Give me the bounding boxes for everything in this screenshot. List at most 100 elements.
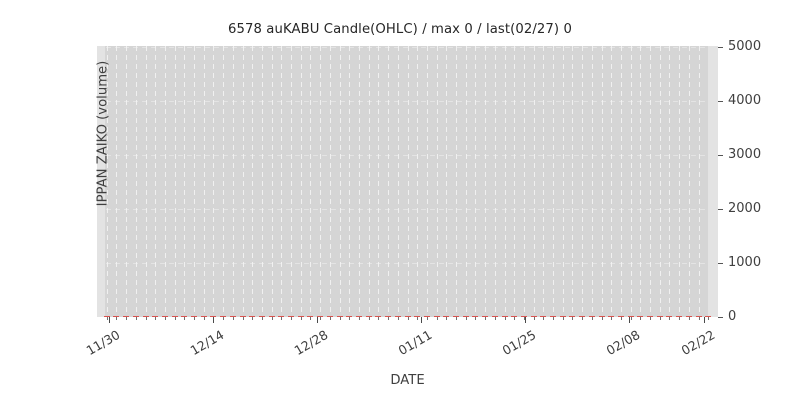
ohlc-mark: [123, 316, 129, 317]
x-axis-tick-minor: [611, 317, 612, 320]
ohlc-mark: [540, 316, 546, 317]
gridline-vertical: [572, 46, 573, 317]
gridline-vertical: [427, 46, 428, 317]
ohlc-mark: [201, 316, 207, 317]
gridline-vertical: [116, 46, 117, 317]
ohlc-mark: [395, 316, 401, 317]
gridline-vertical: [650, 46, 651, 317]
ohlc-mark: [104, 316, 110, 317]
ohlc-mark: [676, 316, 682, 317]
ohlc-mark: [647, 316, 653, 317]
x-axis-tick-minor: [456, 317, 457, 320]
x-axis-tick-minor: [340, 317, 341, 320]
ohlc-mark: [162, 316, 168, 317]
y-axis-tick-mark: [718, 100, 723, 102]
ohlc-mark: [589, 316, 595, 317]
ohlc-mark: [492, 316, 498, 317]
ohlc-mark: [288, 316, 294, 317]
ohlc-mark: [569, 316, 575, 317]
x-axis-tick-minor: [262, 317, 263, 320]
gridline-vertical: [378, 46, 379, 317]
x-axis-tick-minor: [369, 317, 370, 320]
gridline-vertical: [146, 46, 147, 317]
ohlc-mark: [696, 316, 702, 317]
x-axis-tick-minor: [679, 317, 680, 320]
ohlc-mark: [133, 316, 139, 317]
gridline-vertical: [291, 46, 292, 317]
ohlc-mark: [210, 316, 216, 317]
x-axis: DATE 11/30 12/14 12/28 01/11 01/25 02/08 02/22: [84, 317, 718, 397]
gridline-vertical: [359, 46, 360, 317]
x-axis-tick-major: [629, 317, 630, 323]
y-axis-tick-mark: [718, 208, 723, 210]
ohlc-mark: [472, 316, 478, 317]
x-axis-tick-minor: [388, 317, 389, 320]
x-axis-tick-minor: [107, 317, 108, 320]
gridline-vertical: [165, 46, 166, 317]
ohlc-mark: [443, 316, 449, 317]
x-axis-tick-major: [525, 317, 526, 323]
x-axis-tick-minor: [408, 317, 409, 320]
gridline-vertical: [272, 46, 273, 317]
gridline-vertical: [301, 46, 302, 317]
x-axis-tick-minor: [243, 317, 244, 320]
x-axis-tick-minor: [301, 317, 302, 320]
x-axis-tick-minor: [320, 317, 321, 320]
x-axis-tick-minor: [631, 317, 632, 320]
x-axis-tick-minor: [708, 317, 709, 320]
ohlc-mark: [637, 316, 643, 317]
x-axis-tick-minor: [291, 317, 292, 320]
ohlc-mark: [599, 316, 605, 317]
x-axis-tick-minor: [204, 317, 205, 320]
x-axis-tick-minor: [534, 317, 535, 320]
x-axis-tick-minor: [223, 317, 224, 320]
x-axis-tick-minor: [602, 317, 603, 320]
x-axis-tick-minor: [437, 317, 438, 320]
x-axis-tick-minor: [359, 317, 360, 320]
gridline-vertical: [505, 46, 506, 317]
gridline-vertical: [252, 46, 253, 317]
x-axis-tick-minor: [582, 317, 583, 320]
ohlc-mark: [317, 316, 323, 317]
y-axis-title: IPPAN ZAIKO (volume): [95, 60, 111, 207]
x-axis-tick-label: 01/11: [395, 327, 435, 359]
gridline-horizontal: [97, 263, 718, 264]
ohlc-mark: [414, 316, 420, 317]
x-axis-tick-label: 02/22: [678, 327, 718, 359]
ohlc-mark: [337, 316, 343, 317]
x-axis-tick-minor: [650, 317, 651, 320]
gridline-vertical: [408, 46, 409, 317]
x-axis-tick-minor: [621, 317, 622, 320]
ohlc-mark: [366, 316, 372, 317]
plot-margin-band-left: [97, 46, 105, 317]
ohlc-mark: [608, 316, 614, 317]
gridline-vertical: [514, 46, 515, 317]
x-axis-tick-minor: [563, 317, 564, 320]
x-axis-tick-minor: [330, 317, 331, 320]
gridline-vertical: [563, 46, 564, 317]
gridline-vertical: [611, 46, 612, 317]
gridline-vertical: [669, 46, 670, 317]
x-axis-tick-minor: [272, 317, 273, 320]
ohlc-mark: [191, 316, 197, 317]
x-axis-tick-minor: [175, 317, 176, 320]
gridline-vertical: [243, 46, 244, 317]
ohlc-mark: [666, 316, 672, 317]
ohlc-mark: [269, 316, 275, 317]
gridline-vertical: [194, 46, 195, 317]
x-axis-tick-minor: [126, 317, 127, 320]
gridline-vertical: [592, 46, 593, 317]
y-axis-tick-label: 1000: [728, 255, 762, 270]
x-axis-tick-minor: [495, 317, 496, 320]
ohlc-mark: [220, 316, 226, 317]
x-axis-tick-minor: [155, 317, 156, 320]
x-axis-tick-label: 11/30: [83, 327, 123, 359]
ohlc-mark: [705, 316, 711, 317]
ohlc-mark: [346, 316, 352, 317]
x-axis-tick-major: [421, 317, 422, 323]
ohlc-mark: [657, 316, 663, 317]
x-axis-tick-major: [109, 317, 110, 323]
gridline-horizontal: [97, 155, 718, 156]
ohlc-mark: [463, 316, 469, 317]
ohlc-mark: [628, 316, 634, 317]
